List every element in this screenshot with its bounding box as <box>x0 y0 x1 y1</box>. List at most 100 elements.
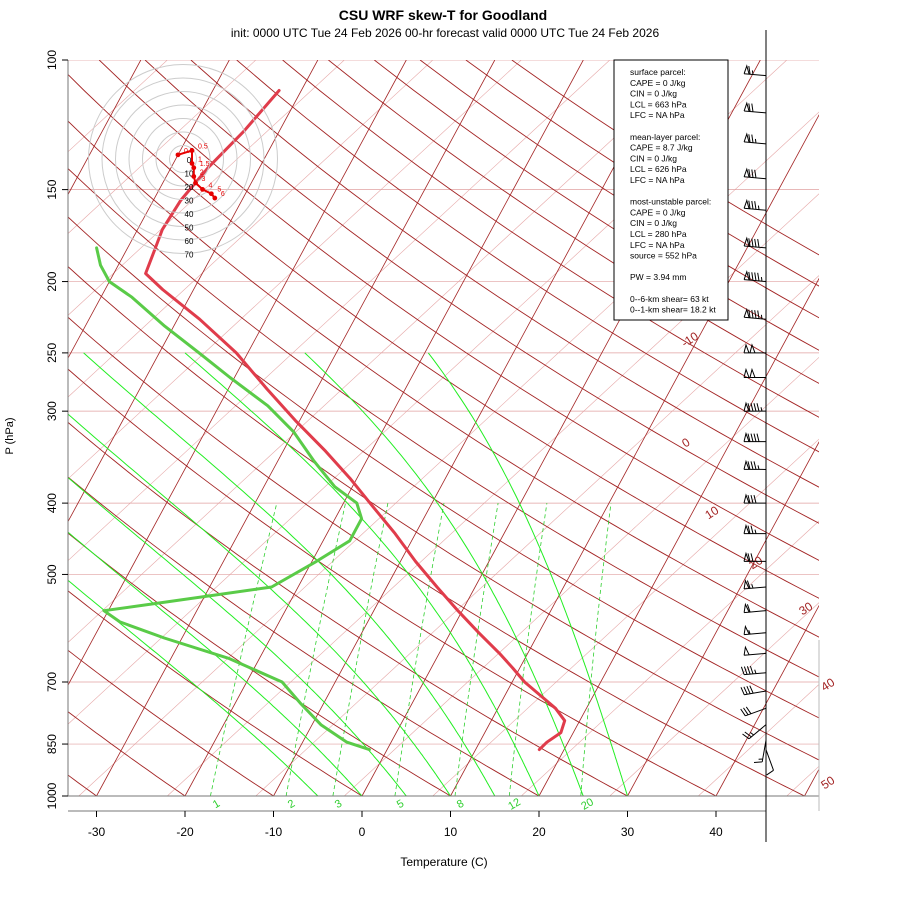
dry-adiabat-line <box>0 60 900 796</box>
isotherm-line <box>274 60 672 796</box>
x-tick-label: -30 <box>88 825 106 839</box>
wind-barb <box>744 604 766 612</box>
info-box-line: LFC = NA hPa <box>630 175 685 185</box>
hodograph-point <box>191 174 196 179</box>
wind-barb <box>744 201 766 211</box>
isotherm-label: 20 <box>746 553 765 572</box>
wind-barb <box>744 526 766 534</box>
wind-barb <box>741 666 766 675</box>
mixing-ratio-label: 3 <box>333 798 344 811</box>
info-box-line: LFC = NA hPa <box>630 240 685 250</box>
info-box-line: 0--6-km shear= 63 kt <box>630 294 709 304</box>
info-box-line: CIN = 0 J/kg <box>630 218 677 228</box>
hodograph-ring-label: 20 <box>185 183 194 192</box>
skew-guide-line <box>787 60 900 796</box>
hodograph-point-label: 3 <box>202 176 206 183</box>
isotherm-line <box>185 60 583 796</box>
x-tick-label: 40 <box>709 825 723 839</box>
info-box-line: CAPE = 0 J/kg <box>630 207 686 217</box>
x-tick-label: 0 <box>359 825 366 839</box>
y-tick-label: 500 <box>45 564 59 584</box>
chart-title: CSU WRF skew-T for Goodland <box>339 7 547 23</box>
info-box-line: LCL = 663 hPa <box>630 99 687 109</box>
hodograph-point-label: 0.5 <box>198 144 208 151</box>
dry-adiabat-line <box>0 60 716 796</box>
info-box-line: LCL = 626 hPa <box>630 164 687 174</box>
mixing-ratio-label: 12 <box>506 796 523 813</box>
hodograph-ring-label: 30 <box>185 197 194 206</box>
dry-adiabat-line <box>99 60 900 796</box>
skew-guide-line <box>0 60 256 796</box>
hodograph-point-label: 1.5 <box>200 161 210 168</box>
mixing-ratio-label: 5 <box>395 798 406 811</box>
mixing-ratio-label: 1 <box>211 798 222 811</box>
wind-barb <box>744 495 766 503</box>
skew-guide-line <box>0 60 698 796</box>
info-box-line: surface parcel: <box>630 67 686 77</box>
mixing-ratio-label: 20 <box>579 796 596 813</box>
x-tick-label: 10 <box>444 825 458 839</box>
mixing-ratio-label: 8 <box>455 798 466 811</box>
hodograph-point <box>191 165 196 170</box>
hodograph-ring-label: 60 <box>185 237 194 246</box>
dry-adiabat-line <box>0 60 185 796</box>
y-tick-label: 150 <box>45 179 59 199</box>
wind-barb <box>744 434 766 442</box>
wind-barb <box>744 403 766 411</box>
hodograph-ring-label: 50 <box>185 224 194 233</box>
x-tick-label: -10 <box>265 825 283 839</box>
dry-adiabat-line <box>0 60 900 796</box>
skew-guide-line <box>0 60 521 796</box>
y-tick-label: 850 <box>45 734 59 754</box>
y-tick-label: 200 <box>45 271 59 291</box>
info-box-line: PW = 3.94 mm <box>630 272 686 282</box>
wind-barb <box>744 169 766 179</box>
dewpoint-profile <box>97 248 370 750</box>
isotherm-label: 40 <box>818 675 837 694</box>
y-tick-label: 300 <box>45 401 59 421</box>
skew-guide-line <box>0 60 433 796</box>
hodograph-point <box>176 152 181 157</box>
wind-barb <box>766 750 774 775</box>
hodograph-point <box>190 148 195 153</box>
info-box-line: CAPE = 8.7 J/kg <box>630 143 693 153</box>
dry-adiabat-line <box>237 60 900 796</box>
skew-guide-line <box>0 60 610 796</box>
isotherm-label: 50 <box>818 773 837 792</box>
y-tick-label: 100 <box>45 50 59 70</box>
wind-barb <box>744 103 766 113</box>
hodograph-point <box>212 196 217 201</box>
wind-barb <box>744 370 766 378</box>
info-box-line: LCL = 280 hPa <box>630 229 687 239</box>
isotherm-line <box>893 60 900 796</box>
y-axis-label: P (hPa) <box>4 417 16 454</box>
x-tick-label: -20 <box>176 825 194 839</box>
hodograph-ring <box>116 92 251 227</box>
mixing-ratio-line <box>509 503 547 796</box>
wind-barbs <box>741 66 774 775</box>
wind-barb <box>744 134 766 144</box>
info-box-line: CIN = 0 J/kg <box>630 153 677 163</box>
hodograph-ring-label: 40 <box>185 210 194 219</box>
mixing-ratio-line <box>210 503 276 796</box>
info-box-line: LFC = NA hPa <box>630 110 685 120</box>
wind-barb <box>754 740 766 762</box>
hodograph-point-label: 6 <box>221 191 225 198</box>
y-tick-label: 250 <box>45 343 59 363</box>
mixing-ratio-label: 2 <box>286 798 297 811</box>
skew-guide-line <box>875 60 900 796</box>
wind-barb <box>741 686 766 695</box>
info-box-line: source = 552 hPa <box>630 251 697 261</box>
x-axis-label: Temperature (C) <box>400 855 487 869</box>
wind-barb <box>744 581 766 589</box>
y-tick-label: 1000 <box>45 782 59 809</box>
hodograph-point <box>190 161 195 166</box>
wind-barb <box>744 310 766 320</box>
dry-adiabat-line <box>0 60 893 796</box>
hodograph-point <box>193 181 198 186</box>
info-box-line: mean-layer parcel: <box>630 132 700 142</box>
isotherm-label: -10 <box>679 329 701 350</box>
